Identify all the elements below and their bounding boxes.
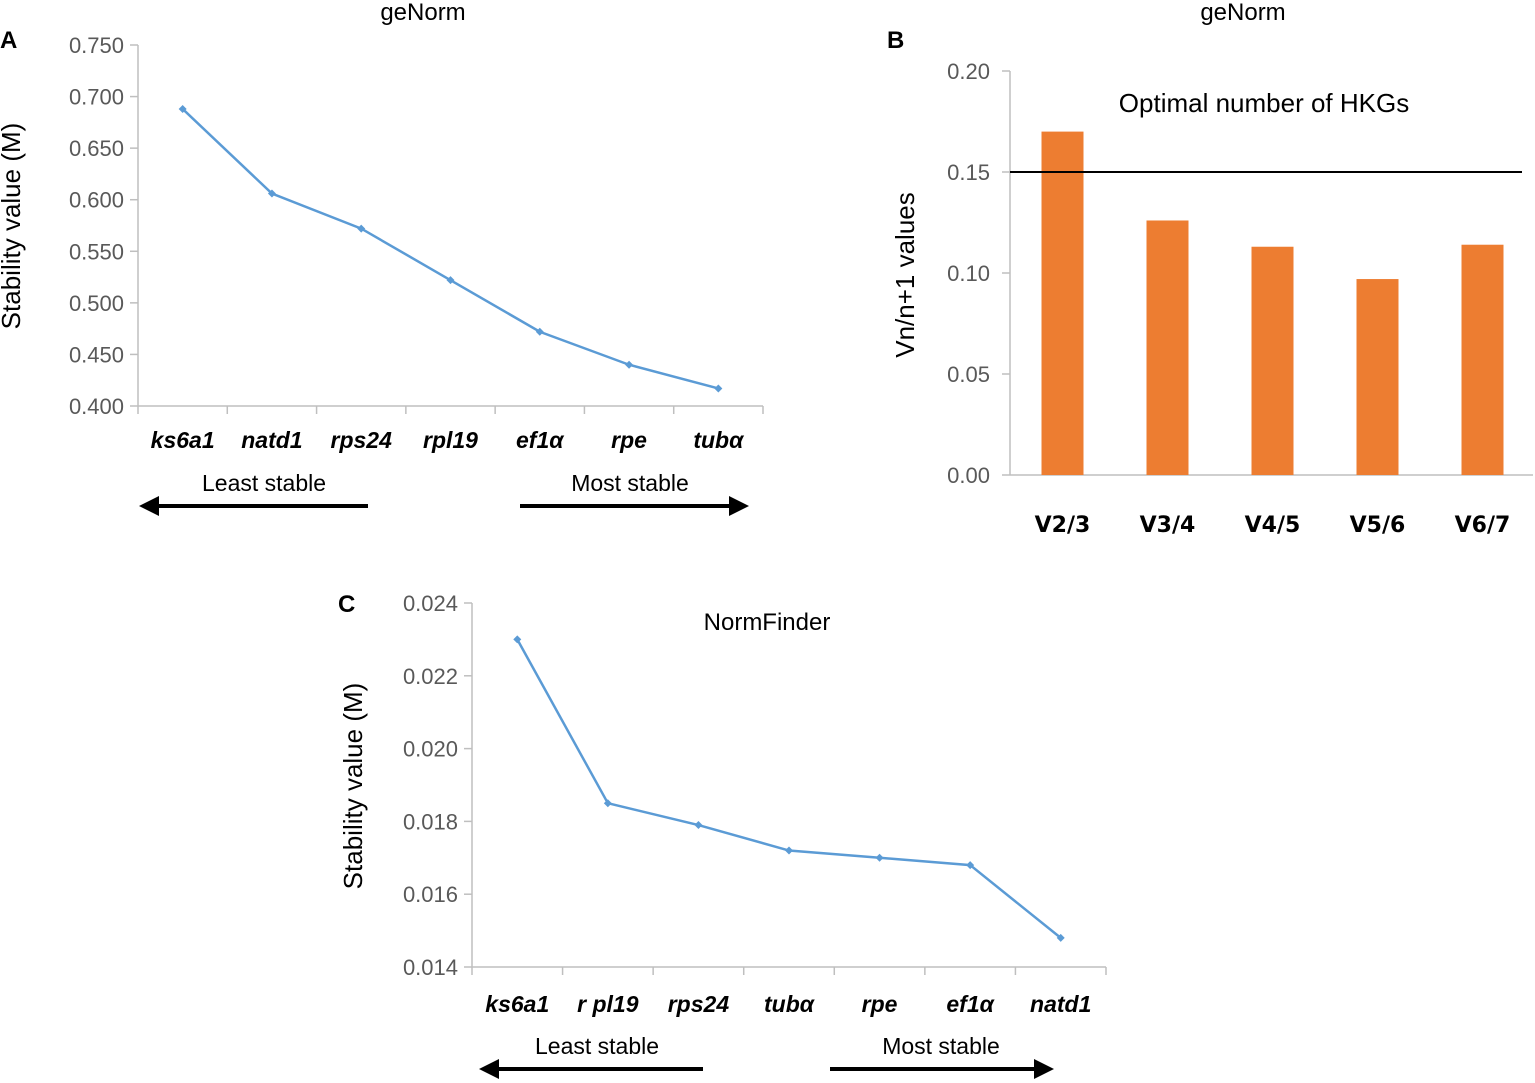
panel-a-y-tick-label: 0.550 — [69, 239, 124, 264]
panel-c-category-label: tubα — [764, 991, 816, 1017]
panel-b-y-tick-label: 0.20 — [947, 59, 990, 84]
panel-c-data-point — [1056, 933, 1065, 942]
panel-a-data-point — [625, 360, 634, 369]
panel-a-axes — [130, 44, 764, 414]
panel-b-bar — [1356, 279, 1399, 475]
panel-b-bar — [1461, 244, 1504, 475]
panel-c-data-point — [694, 821, 703, 830]
panel-b-category-label: V4/5 — [1245, 513, 1301, 538]
panel-a-category-label: rpe — [611, 427, 647, 453]
panel-b-category-labels: V2/3 V3/4 V4/5 V5/6 V6/7 — [1035, 513, 1511, 538]
panel-b-label: B — [887, 27, 904, 54]
panel-a-y-axis-label: Stability value (M) — [0, 123, 26, 330]
panel-c-y-axis-label: Stability value (M) — [338, 683, 368, 890]
panel-b-chart: B geNorm Vn/n+1 values 0.000.050.100.150… — [887, 0, 1533, 538]
panel-c-title: NormFinder — [704, 609, 831, 636]
panel-c-label: C — [338, 591, 355, 618]
panel-c-data-point — [513, 635, 522, 644]
panel-c-y-tick-label: 0.020 — [403, 737, 458, 762]
panel-c-y-tick-label: 0.016 — [403, 882, 458, 907]
panel-a-data-point — [535, 327, 544, 336]
panel-c-data-point — [966, 861, 975, 870]
panel-c-category-label: natd1 — [1030, 991, 1091, 1017]
panel-c-y-tick-label: 0.022 — [403, 664, 458, 689]
panel-c-category-label: ks6a1 — [485, 991, 549, 1017]
panel-c-y-tick-label: 0.014 — [403, 955, 458, 980]
panel-c-category-label: ef1α — [946, 991, 995, 1017]
panel-c-series — [513, 635, 1065, 942]
panel-a-chart: A geNorm Stability value (M) 0.4000.4500… — [0, 0, 764, 516]
panel-b-y-tick-labels: 0.00 0.05 0.10 0.15 0.20 — [947, 59, 990, 488]
panel-b-bar — [1041, 131, 1084, 475]
panel-a-title: geNorm — [380, 0, 465, 26]
panel-a-series — [178, 104, 723, 393]
panel-a-data-point — [178, 104, 187, 113]
panel-b-bar — [1146, 220, 1189, 475]
panel-c-y-tick-label: 0.018 — [403, 809, 458, 834]
panel-c-series-line — [516, 638, 1062, 939]
panel-c-category-label: rps24 — [668, 991, 730, 1017]
panel-c-data-point — [785, 846, 793, 855]
panel-c-axes — [464, 602, 1107, 975]
panel-a-y-tick-label: 0.650 — [69, 136, 124, 161]
panel-c-y-tick-label: 0.024 — [403, 591, 458, 616]
panel-c-category-labels: ks6a1 r pl19 rps24 tubα rpe ef1α natd1 — [485, 991, 1091, 1017]
panel-a-y-tick-label: 0.750 — [69, 33, 124, 58]
panel-a-category-label: natd1 — [241, 427, 302, 453]
panel-a-category-label: tubα — [693, 427, 745, 453]
panel-c-data-point — [875, 853, 884, 862]
panel-c-data-point — [603, 799, 612, 808]
panel-b-category-label: V2/3 — [1035, 513, 1091, 538]
panel-b-y-tick-label: 0.10 — [947, 261, 990, 286]
panel-a-category-label: ks6a1 — [151, 427, 215, 453]
panel-c-category-label: rpe — [862, 991, 898, 1017]
panel-c-chart: C NormFinder Stability value (M) 0.0140.… — [338, 591, 1107, 1079]
panel-a-least-stable-note: Least stable — [202, 470, 326, 496]
panel-a-data-point — [446, 276, 455, 285]
panel-a-category-label: ef1α — [516, 427, 565, 453]
panel-b-y-tick-label: 0.15 — [947, 160, 990, 185]
panel-b-category-label: V6/7 — [1455, 513, 1511, 538]
panel-a-data-point — [714, 384, 723, 393]
panel-a-series-line — [181, 108, 719, 390]
panel-a-category-label: rps24 — [331, 427, 393, 453]
panel-a-y-tick-label: 0.700 — [69, 85, 124, 110]
panel-a-y-tick-labels: 0.400 0.450 0.500 0.550 0.600 0.650 0.700 0.750 — [69, 33, 124, 419]
panel-b-y-tick-label: 0.00 — [947, 463, 990, 488]
panel-b-annotation: Optimal number of HKGs — [1119, 88, 1409, 118]
panel-c-category-label: r pl19 — [577, 991, 639, 1017]
panel-b-bars — [1041, 131, 1504, 475]
panel-b-y-tick-label: 0.05 — [947, 362, 990, 387]
panel-b-category-label: V3/4 — [1140, 513, 1196, 538]
panel-a-category-label: rpl19 — [423, 427, 478, 453]
panel-a-label: A — [0, 27, 17, 54]
panel-a-most-stable-note: Most stable — [571, 470, 689, 496]
panel-b-title: geNorm — [1200, 0, 1285, 26]
panel-c-y-tick-labels: 0.014 0.016 0.018 0.020 0.022 0.024 — [403, 591, 458, 980]
panel-a-data-point — [267, 189, 276, 198]
panel-a-category-labels: ks6a1 natd1 rps24 rpl19 ef1α rpe tubα — [151, 427, 745, 453]
panel-a-y-tick-label: 0.400 — [69, 394, 124, 419]
panel-a-data-point — [357, 224, 366, 233]
panel-b-category-label: V5/6 — [1350, 513, 1406, 538]
panel-c-least-stable-note: Least stable — [535, 1033, 659, 1059]
panel-a-y-tick-label: 0.500 — [69, 291, 124, 316]
panel-b-bar — [1251, 246, 1294, 475]
panel-c-most-stable-note: Most stable — [882, 1033, 1000, 1059]
panel-a-y-tick-label: 0.450 — [69, 342, 124, 367]
panel-a-y-tick-label: 0.600 — [69, 188, 124, 213]
panel-b-y-axis-label: Vn/n+1 values — [890, 192, 920, 358]
